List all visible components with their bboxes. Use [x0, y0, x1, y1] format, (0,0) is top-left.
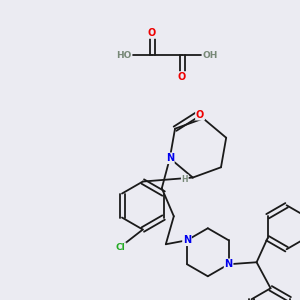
Text: Cl: Cl: [116, 243, 126, 252]
Text: H: H: [182, 175, 188, 184]
Text: N: N: [166, 153, 174, 163]
Text: HO: HO: [116, 50, 132, 59]
Text: O: O: [178, 72, 186, 82]
Text: O: O: [148, 28, 156, 38]
Text: O: O: [196, 110, 204, 120]
Text: N: N: [183, 235, 191, 245]
Text: OH: OH: [202, 50, 218, 59]
Text: N: N: [224, 259, 233, 269]
